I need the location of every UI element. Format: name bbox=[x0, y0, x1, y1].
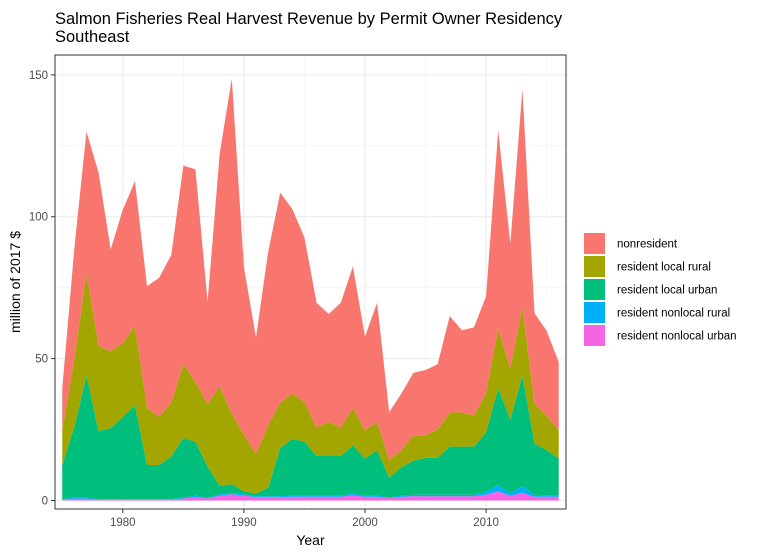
x-tick-label: 2010 bbox=[473, 517, 499, 529]
axes: 1980 1990 2000 2010 0 50 100 150 bbox=[29, 70, 499, 529]
area-resident-local-rural bbox=[62, 273, 559, 494]
legend-key-resident-local-rural bbox=[584, 256, 605, 277]
legend-key-nonresident bbox=[584, 233, 605, 254]
x-tick-label: 1980 bbox=[110, 517, 136, 529]
area-resident-nonlocal-urban bbox=[62, 491, 559, 501]
y-tick-label: 50 bbox=[35, 354, 48, 366]
legend-label-resident-nonlocal-rural: resident nonlocal rural bbox=[617, 308, 730, 320]
y-axis-title: million of 2017 $ bbox=[7, 231, 23, 333]
x-tick-label: 2000 bbox=[352, 517, 378, 529]
y-tick-label: 0 bbox=[42, 495, 48, 507]
legend-key-resident-local-urban bbox=[584, 279, 605, 300]
panel-border bbox=[54, 54, 567, 510]
area-nonresident bbox=[62, 78, 559, 461]
legend-label-nonresident: nonresident bbox=[617, 239, 678, 251]
legend-label-resident-nonlocal-urban: resident nonlocal urban bbox=[617, 331, 737, 343]
x-tick-label: 1990 bbox=[231, 517, 257, 529]
y-tick-label: 100 bbox=[29, 212, 48, 224]
legend-label-resident-local-rural: resident local rural bbox=[617, 262, 711, 274]
chart-subtitle: Southeast bbox=[55, 28, 130, 46]
legend-label-resident-local-urban: resident local urban bbox=[617, 285, 717, 297]
legend-key-resident-nonlocal-rural bbox=[584, 302, 605, 323]
legend-key-resident-nonlocal-urban bbox=[584, 325, 605, 346]
area-layer bbox=[62, 78, 559, 501]
chart-title: Salmon Fisheries Real Harvest Revenue by… bbox=[55, 10, 563, 28]
area-resident-local-urban bbox=[62, 375, 559, 500]
x-axis-title: Year bbox=[296, 532, 325, 548]
area-resident-nonlocal-rural bbox=[62, 484, 559, 500]
legend: nonresident resident local rural resident … bbox=[584, 233, 737, 346]
y-tick-label: 150 bbox=[29, 70, 48, 82]
